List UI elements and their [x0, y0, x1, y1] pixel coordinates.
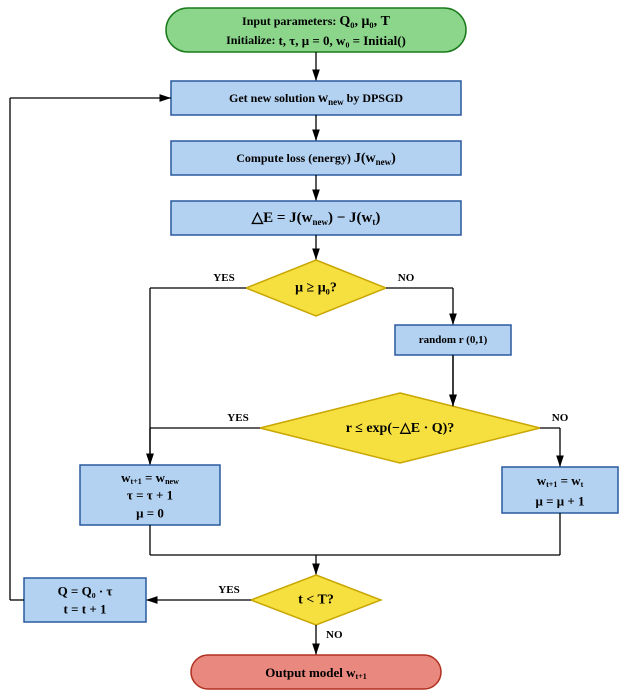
d2-text: r ≤ exp(−△E · Q)?	[346, 421, 455, 436]
node-text: random r (0,1)	[419, 334, 488, 346]
node-text: t < T?	[298, 593, 334, 608]
node-text: μ = 0	[136, 506, 164, 521]
start-line1: Input parameters: Q₀, μ₀, T	[242, 14, 391, 29]
node-text: Q = Q₀ · τ	[58, 584, 113, 599]
start-line2: Initialize: t, τ, μ = 0, w₀ = Initial()	[226, 33, 406, 48]
p2-text: Compute loss (energy) J(wnew)	[236, 151, 396, 168]
p6-l1: wt+1 = wt	[537, 473, 584, 489]
p1-text: Get new solution wnew by DPSGD	[229, 91, 403, 108]
node-text: YES	[227, 412, 248, 424]
node-text: NO	[326, 629, 343, 641]
node-text: YES	[213, 272, 234, 284]
node-text: μ = μ + 1	[535, 494, 584, 509]
node-text: YES	[218, 584, 239, 596]
node-text: μ ≥ μ₀?	[295, 281, 337, 296]
node-text: τ = τ + 1	[127, 488, 173, 503]
node-text: NO	[398, 272, 415, 284]
end-text: Output model wt+1	[265, 665, 367, 681]
node-text: t = t + 1	[64, 602, 107, 617]
node-text: NO	[552, 412, 569, 424]
